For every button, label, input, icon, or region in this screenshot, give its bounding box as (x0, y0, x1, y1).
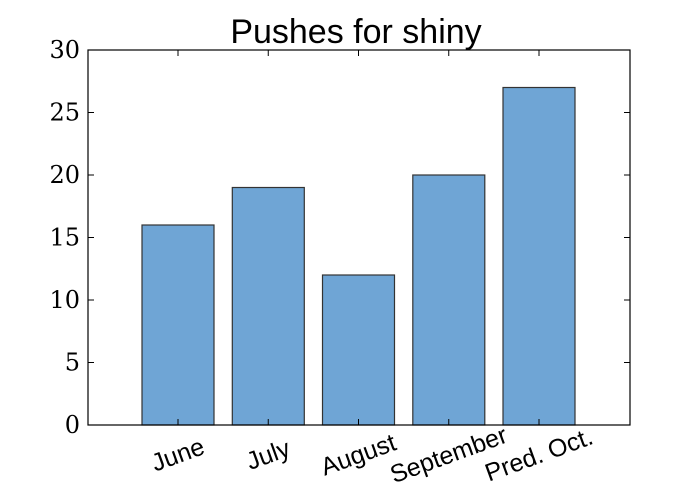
y-tick-label: 15 (49, 224, 80, 252)
y-tick-label: 5 (65, 349, 80, 377)
y-tick-labels: 0 5 10 15 20 25 30 (49, 36, 80, 439)
y-tick-label: 20 (49, 161, 80, 189)
y-tick-label: 0 (65, 411, 80, 439)
bar-june (141, 224, 215, 426)
x-tick-label: July (243, 434, 295, 476)
bar-pred-oct (502, 86, 576, 426)
chart-title: Pushes for shiny (230, 13, 481, 51)
bar-august (321, 274, 396, 426)
bar-july (231, 186, 305, 426)
y-tick-label: 10 (49, 286, 80, 314)
y-tick-label: 25 (49, 99, 80, 127)
x-tick-label: June (148, 433, 209, 478)
bar-september (412, 174, 486, 426)
y-tick-label: 30 (49, 36, 80, 64)
bars-group (141, 86, 576, 426)
axes-frame (87, 49, 631, 426)
x-tick-label: August (317, 429, 400, 482)
